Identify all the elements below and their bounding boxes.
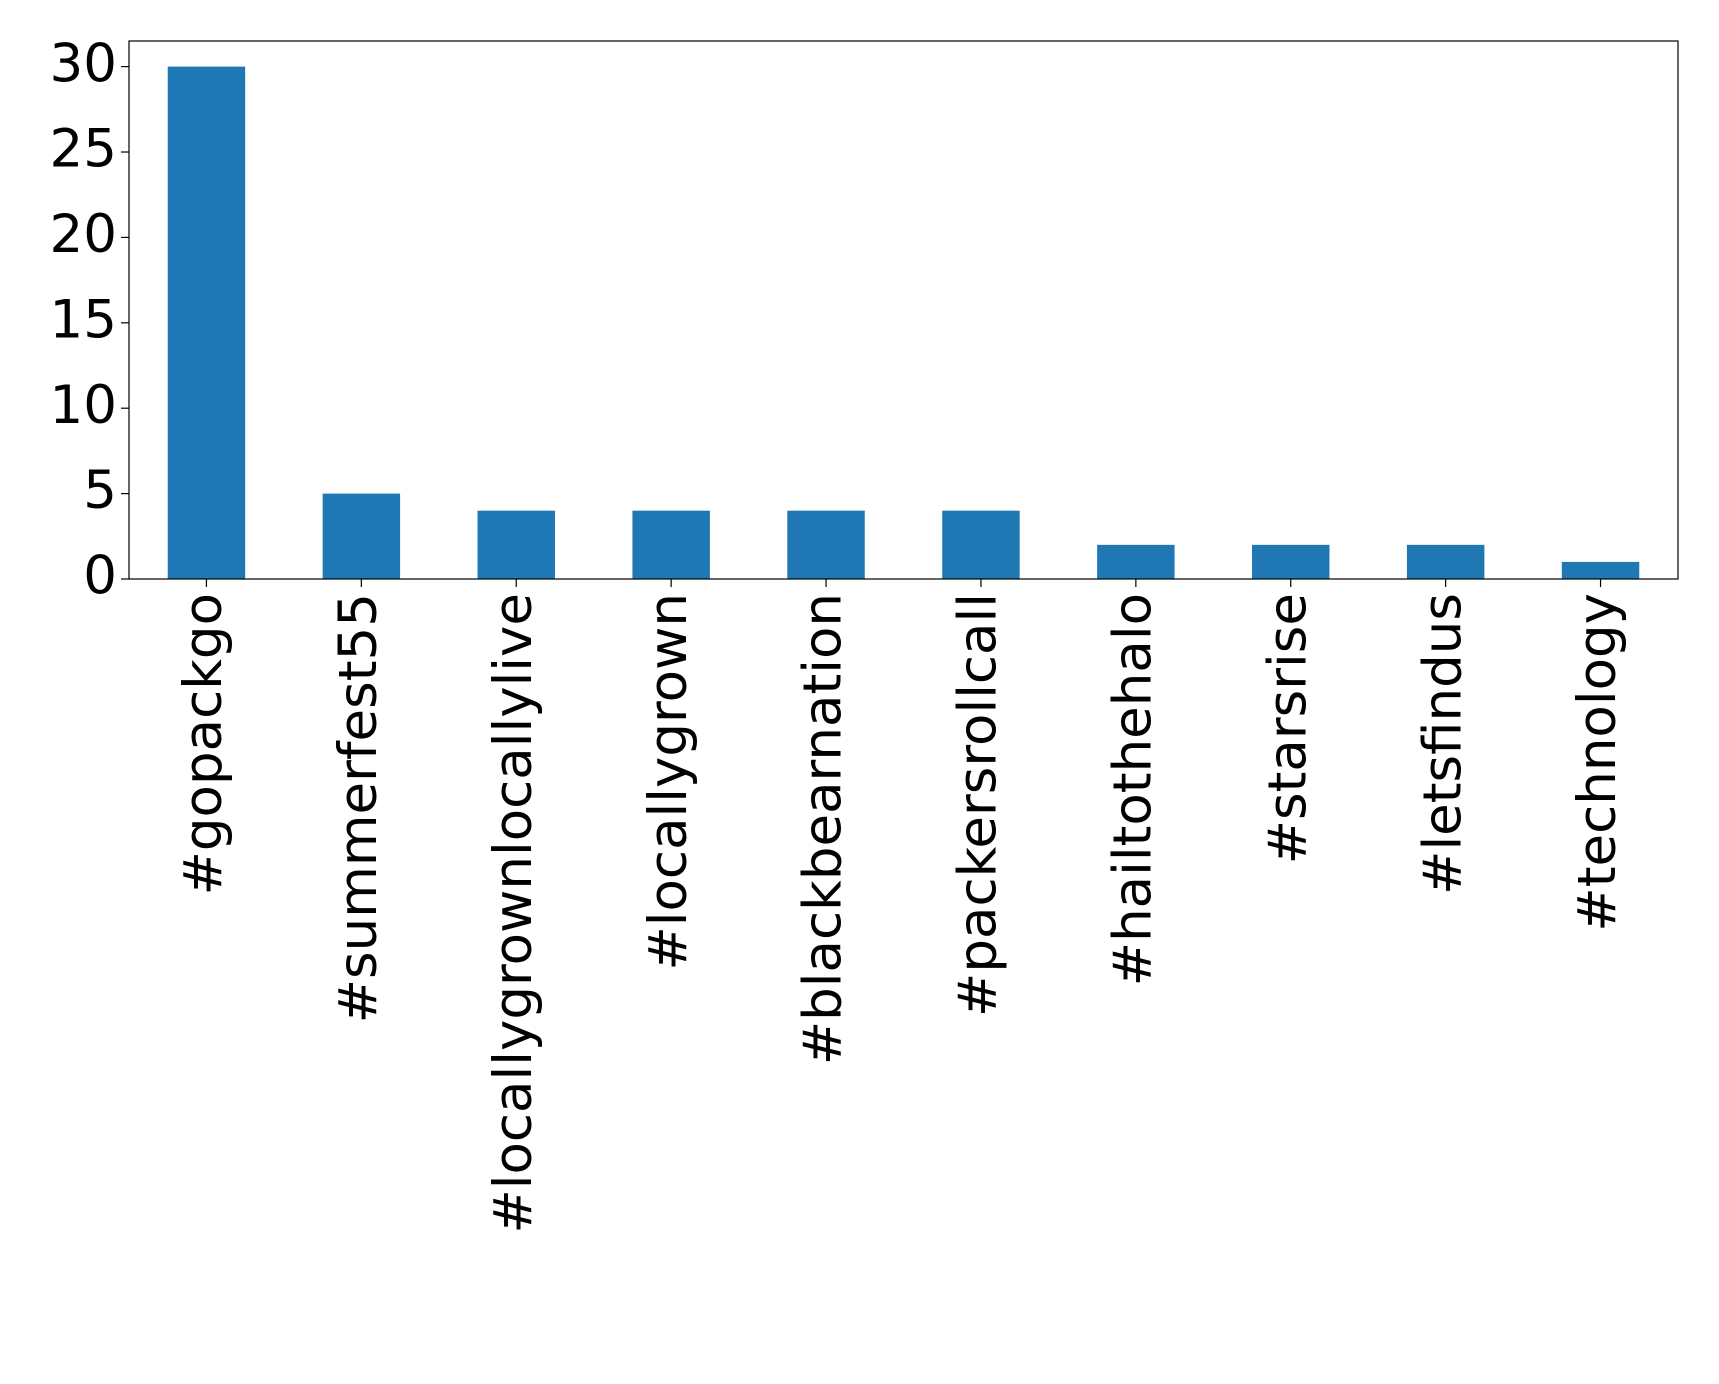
x-tick-label: #starsrise [1257, 593, 1318, 864]
x-tick-label: #blackbearnation [793, 593, 854, 1065]
plot-frame [128, 40, 1679, 580]
x-tick-label: #summerfest55 [328, 593, 389, 1023]
y-tick-label: 30 [50, 33, 117, 94]
bar [1406, 544, 1485, 579]
y-tick-label: 10 [50, 375, 117, 436]
y-tick-label: 25 [50, 119, 117, 180]
x-tick-label: #hailtothehalo [1102, 593, 1163, 986]
bar [1097, 544, 1175, 579]
y-tick-label: 20 [50, 204, 117, 265]
x-tick-label: #gopackgo [173, 593, 234, 896]
bar [632, 510, 710, 579]
x-tick-label: #technology [1567, 593, 1628, 932]
x-tick-label: #locallygrownlocallylive [483, 593, 544, 1234]
y-tick-label: 0 [83, 546, 117, 607]
y-tick-label: 5 [83, 460, 117, 521]
bar [477, 510, 555, 579]
x-tick-label: #letsfindus [1412, 593, 1473, 895]
bar [942, 510, 1020, 579]
bar [1561, 561, 1640, 579]
bar [787, 510, 865, 579]
x-tick-label: #packersrollcall [948, 593, 1009, 1017]
x-tick-label: #locallygrown [638, 593, 699, 971]
bar [1252, 544, 1330, 579]
y-tick-label: 15 [50, 289, 117, 350]
bar [322, 493, 401, 579]
bar [167, 66, 246, 580]
